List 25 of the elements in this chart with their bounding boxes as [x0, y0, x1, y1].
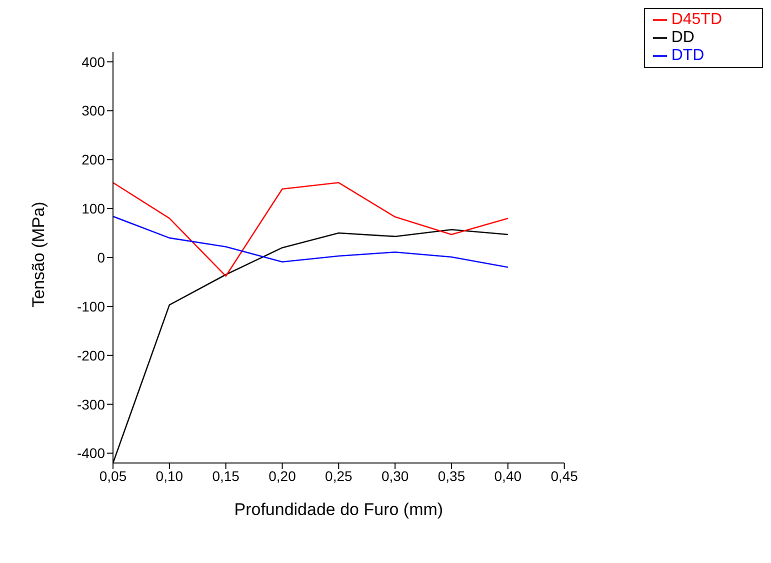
- y-tick-label: -300: [76, 396, 106, 412]
- y-tick-label: -100: [76, 298, 106, 314]
- legend-label: DTD: [671, 47, 704, 64]
- y-tick-label: 400: [82, 54, 106, 70]
- x-tick-label: 0,25: [325, 468, 352, 484]
- y-tick-label: -200: [76, 347, 106, 364]
- x-axis-title: Profundidade do Furo (mm): [234, 500, 444, 519]
- y-axis-title: Tensão (MPa): [29, 202, 48, 308]
- legend-label: D45TD: [671, 11, 722, 28]
- y-tick-label: 300: [82, 102, 106, 119]
- y-tick-label: -400: [76, 445, 106, 462]
- x-tick-label: 0,20: [268, 468, 296, 484]
- y-tick-label: 200: [82, 152, 106, 168]
- y-tick-label: 100: [82, 200, 106, 217]
- x-tick-label: 0,35: [438, 468, 466, 484]
- legend-label: DD: [671, 29, 694, 46]
- y-tick-label: 0: [97, 249, 106, 266]
- line-series: [113, 216, 509, 268]
- x-tick-label: 0,15: [212, 468, 240, 484]
- x-tick-label: 0,40: [494, 468, 522, 484]
- x-tick-label: 0,05: [99, 468, 127, 484]
- line-series: [113, 182, 509, 277]
- x-tick-label: 0,10: [156, 468, 184, 484]
- x-tick-label: 0,45: [550, 468, 578, 484]
- x-tick-label: 0,30: [381, 468, 409, 484]
